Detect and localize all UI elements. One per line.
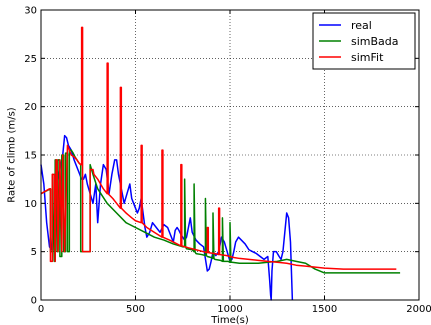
legend-label-simFit: simFit bbox=[351, 51, 384, 64]
y-tick-label: 5 bbox=[31, 247, 37, 258]
y-tick-label: 10 bbox=[24, 199, 37, 210]
legend: real simBada simFit bbox=[312, 12, 416, 70]
legend-label-real: real bbox=[351, 19, 372, 32]
y-tick-label: 20 bbox=[24, 102, 37, 113]
series-line-simBada bbox=[40, 149, 401, 274]
ticks bbox=[40, 9, 420, 301]
x-tick-label: 2000 bbox=[406, 304, 431, 315]
legend-label-simBada: simBada bbox=[351, 35, 399, 48]
y-tick-label: 30 bbox=[24, 6, 37, 17]
series-line-real bbox=[40, 134, 294, 301]
series-line-simFit bbox=[40, 26, 397, 270]
x-tick-label: 1500 bbox=[312, 304, 337, 315]
y-tick-label: 0 bbox=[31, 296, 37, 307]
x-tick-label: 500 bbox=[126, 304, 145, 315]
x-tick-label: 0 bbox=[38, 304, 44, 315]
x-tick-label: 1000 bbox=[217, 304, 242, 315]
y-tick-label: 25 bbox=[24, 54, 37, 65]
y-tick-label: 15 bbox=[24, 151, 37, 162]
plot-area bbox=[40, 26, 401, 301]
tick-labels: 0 500 1000 1500 2000 0 5 10 15 20 25 30 bbox=[24, 6, 431, 316]
y-axis-label: Rate of climb (m/s) bbox=[7, 107, 18, 202]
x-axis-label: Time(s) bbox=[210, 315, 249, 325]
